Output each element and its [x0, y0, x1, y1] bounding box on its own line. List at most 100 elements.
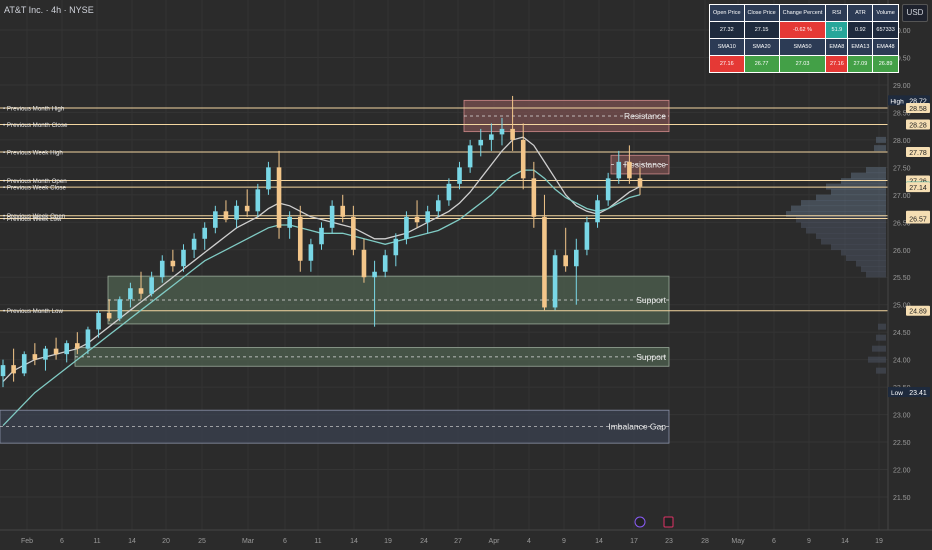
candle-body: [382, 255, 388, 272]
price-tag-value: 23.41: [909, 390, 927, 397]
candle-body: [563, 255, 568, 267]
horizontal-levels: • Previous Month High • Previous Month Cl…: [0, 106, 888, 315]
price-tag: [906, 182, 930, 193]
stat-header: Open Price: [710, 5, 744, 21]
x-tick-label: Apr: [489, 538, 501, 545]
candle-body: [595, 200, 600, 223]
candle-body: [117, 299, 123, 319]
stat-value: 0.92: [848, 22, 873, 38]
level-label: • Previous Week Low: [3, 216, 62, 223]
volume-bar: [872, 345, 886, 352]
volume-bar: [826, 183, 886, 190]
zone-label: Imbalance Gap: [608, 422, 666, 432]
candle-body: [191, 238, 197, 250]
stat-value: 657333: [873, 22, 898, 38]
candle-body: [425, 211, 430, 223]
x-tick-label: 14: [128, 538, 136, 545]
volume-bar: [846, 255, 886, 262]
y-tick-label: 22.00: [893, 468, 911, 475]
y-tick-label: 28.00: [893, 138, 911, 145]
volume-bar: [841, 249, 886, 256]
volume-bar: [786, 211, 886, 218]
zone-label: Resistance: [624, 111, 666, 121]
volume-bar: [878, 323, 886, 330]
x-tick-label: 25: [198, 538, 206, 545]
level-label: • Previous Month Close: [3, 122, 68, 129]
candle-body: [11, 365, 16, 374]
stat-value: -0.62 %: [779, 22, 826, 38]
candle-body: [329, 205, 335, 228]
x-tick-label: 4: [527, 538, 531, 545]
stat-value: 27.16: [710, 56, 744, 72]
currency-button[interactable]: USD: [902, 4, 928, 22]
candle-body: [85, 329, 91, 349]
x-tick-label: 6: [772, 538, 776, 545]
y-tick-label: 27.00: [893, 193, 911, 200]
zone-label: Support: [636, 295, 666, 305]
stat-value: 27.09: [848, 56, 873, 72]
level-label: • Previous Month Open: [3, 178, 67, 185]
y-tick-label: 26.00: [893, 248, 911, 255]
candle-body: [106, 312, 112, 319]
candle-body: [202, 227, 208, 239]
volume-bar: [841, 178, 886, 185]
candle-body: [32, 354, 38, 360]
y-tick-label: 24.00: [893, 358, 911, 365]
candle-body: [435, 200, 441, 212]
x-tick-label: 9: [562, 538, 566, 545]
stat-header: EMA8: [826, 39, 848, 55]
price-tag-value: 28.28: [909, 122, 927, 129]
candle-body: [404, 216, 409, 239]
stat-header: Close Price: [744, 5, 779, 21]
candle-body: [170, 260, 176, 267]
stat-value: 27.16: [826, 56, 848, 72]
volume-bar: [831, 189, 886, 196]
candle-body: [605, 178, 611, 201]
candle-body: [21, 354, 27, 374]
volume-bar: [806, 227, 886, 234]
volume-bar: [791, 205, 886, 212]
candle-body: [234, 205, 239, 220]
price-tag-value: 27.78: [909, 150, 927, 157]
price-axis[interactable]: 30.00 29.50 29.00 28.50 28.00 27.50 27.00 26.50…: [887, 0, 930, 530]
level-label: • Previous Week Close: [3, 185, 66, 192]
candle-body: [372, 271, 377, 278]
candle-body: [542, 216, 547, 308]
y-tick-label: 25.50: [893, 275, 911, 282]
price-tag: [888, 95, 906, 106]
volume-bar: [816, 233, 886, 240]
candle-body: [584, 222, 590, 250]
stat-header: RSI: [826, 5, 848, 21]
price-tag-value: 24.89: [909, 309, 927, 316]
candle-body: [510, 128, 515, 140]
symbol-title[interactable]: AT&T Inc. · 4h · NYSE: [4, 5, 94, 15]
stat-header: Change Percent: [779, 5, 826, 21]
y-tick-label: 28.50: [893, 110, 911, 117]
x-tick-label: 6: [283, 538, 287, 545]
time-axis[interactable]: Feb 6 11 14 20 25 Mar 6 11 14 19 24 27 Apr 4 9 14 17 23 28 M…: [0, 516, 932, 545]
x-tick-label: 27: [454, 538, 462, 545]
volume-bar: [801, 200, 886, 207]
candle-body: [499, 128, 505, 135]
candles: [0, 95, 643, 388]
zone-label: Resistance: [624, 160, 666, 170]
candle-body: [531, 178, 537, 217]
candle-body: [489, 134, 494, 140]
stat-header: SMA20: [744, 39, 779, 55]
stat-value: 51.9: [826, 22, 848, 38]
x-tick-label: 23: [665, 538, 673, 545]
candle-body: [574, 249, 579, 267]
y-tick-label: 29.50: [893, 55, 911, 62]
candle-body: [96, 312, 101, 330]
candle-body: [287, 216, 292, 228]
x-tick-label: 11: [93, 538, 100, 545]
price-tag-value: 26.57: [909, 216, 927, 223]
x-tick-label: 20: [162, 538, 170, 545]
candle-body: [149, 277, 154, 294]
x-tick-label: Feb: [21, 538, 33, 545]
volume-bar: [876, 334, 886, 341]
volume-bar: [866, 271, 886, 278]
x-tick-label: 24: [420, 538, 428, 545]
volume-profile: [786, 136, 886, 374]
